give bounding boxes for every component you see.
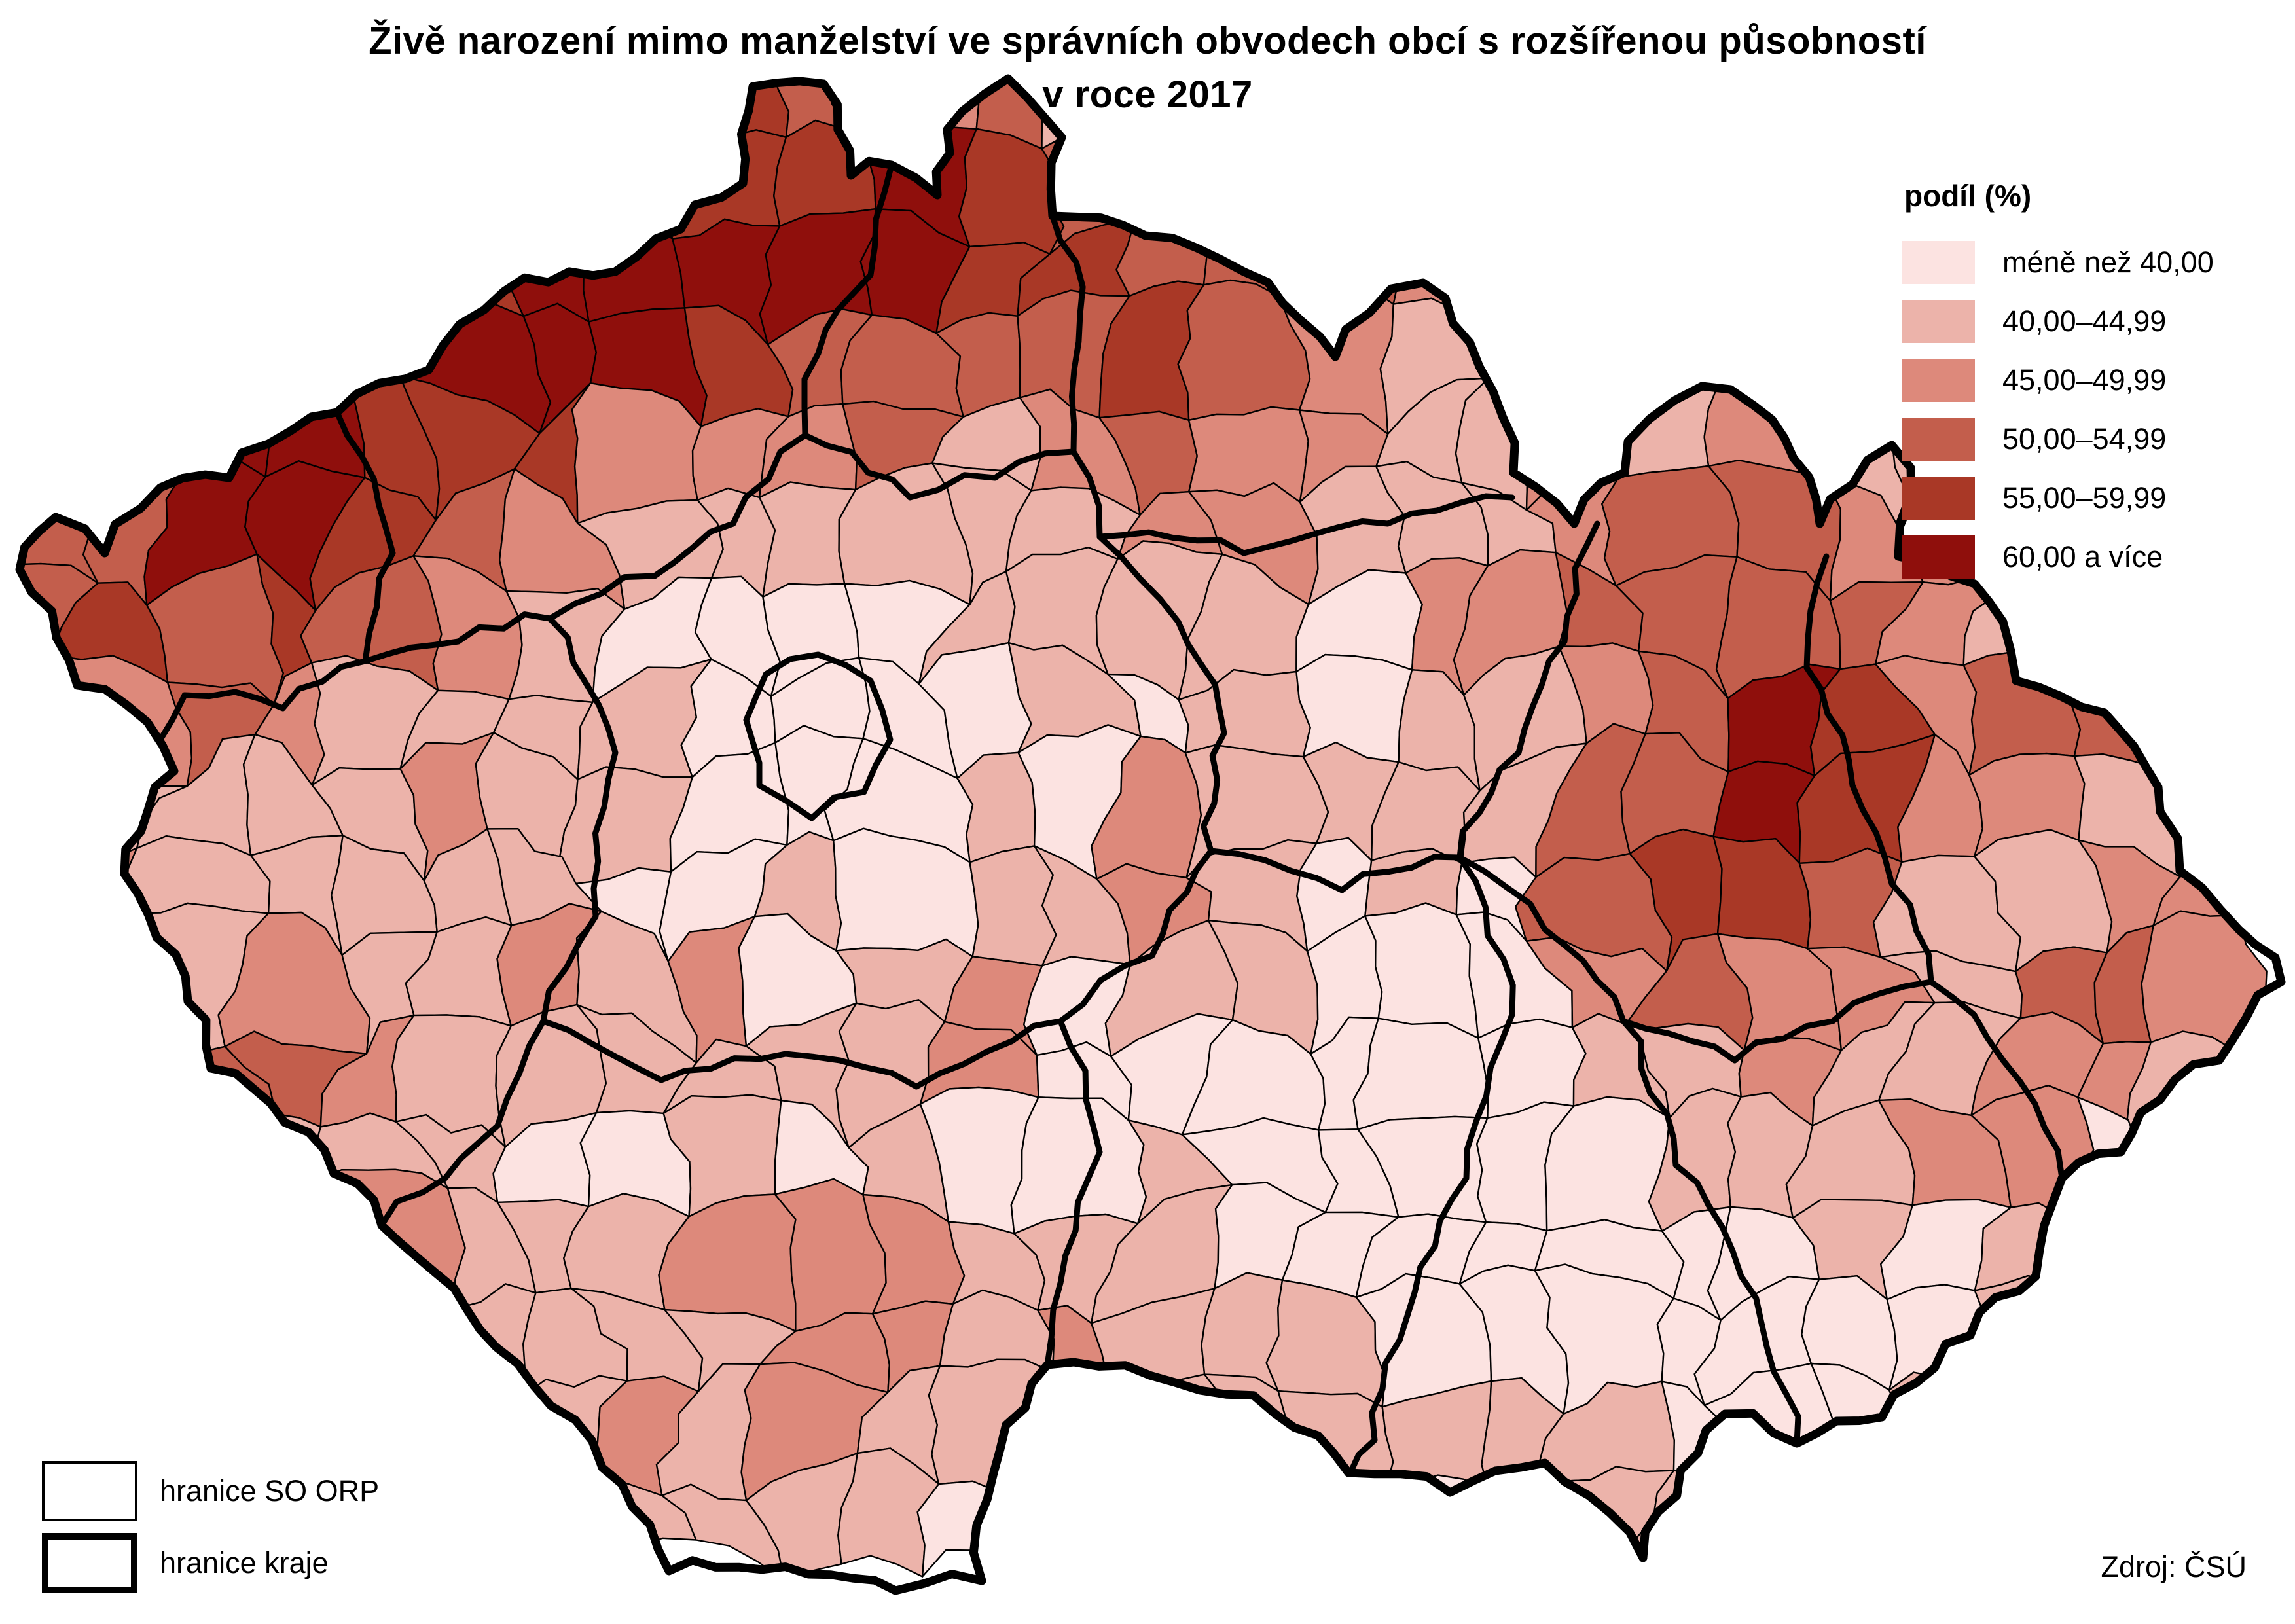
legend-title: podíl (%): [1904, 179, 2032, 213]
legend-swatch: [1902, 418, 1975, 461]
boundary-legend-item: hranice SO ORP: [42, 1461, 379, 1521]
legend-item: 50,00–54,99: [1902, 418, 2214, 461]
map-legend: podíl (%) méně než 40,00 40,00–44,99 45,…: [1902, 178, 2214, 594]
legend-swatch: [1902, 359, 1975, 402]
legend-swatch: [1902, 241, 1975, 284]
orp-boundary-swatch: [42, 1461, 137, 1521]
orp-boundary-label: hranice SO ORP: [160, 1474, 380, 1507]
kraj-boundary-label: hranice kraje: [160, 1546, 329, 1579]
legend-item: 40,00–44,99: [1902, 300, 2214, 343]
legend-item: 55,00–59,99: [1902, 477, 2214, 520]
boundary-legend: hranice SO ORP hranice kraje: [42, 1461, 379, 1605]
legend-item-label: 55,00–59,99: [2002, 481, 2167, 514]
legend-item-label: méně než 40,00: [2002, 245, 2214, 279]
page-title: Živě narození mimo manželství ve správní…: [0, 14, 2295, 122]
legend-item-label: 60,00 a více: [2002, 540, 2163, 573]
legend-swatch: [1902, 300, 1975, 343]
legend-item: méně než 40,00: [1902, 241, 2214, 284]
legend-item: 60,00 a více: [1902, 535, 2214, 579]
legend-swatch: [1902, 535, 1975, 579]
legend-item-label: 45,00–49,99: [2002, 363, 2167, 397]
title-line-2: v roce 2017: [1042, 73, 1253, 117]
kraj-boundary-swatch: [42, 1533, 137, 1593]
legend-item-label: 40,00–44,99: [2002, 304, 2167, 338]
title-line-1: Živě narození mimo manželství ve správní…: [369, 20, 1926, 62]
source-note: Zdroj: ČSÚ: [2101, 1550, 2247, 1583]
legend-item-label: 50,00–54,99: [2002, 422, 2167, 456]
legend-swatch: [1902, 477, 1975, 520]
legend-item: 45,00–49,99: [1902, 359, 2214, 402]
boundary-legend-item: hranice kraje: [42, 1533, 379, 1593]
